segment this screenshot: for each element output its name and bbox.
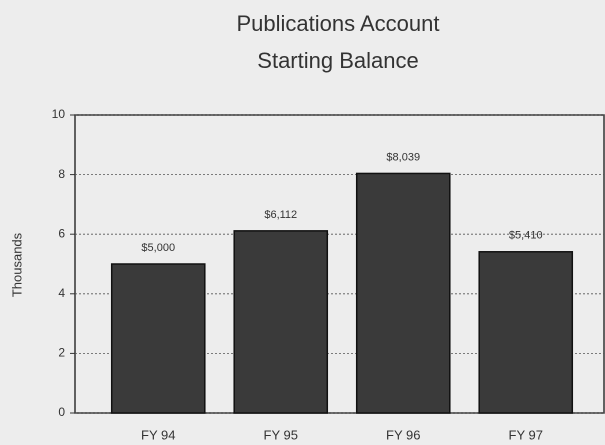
- y-tick-label: 0: [58, 405, 65, 419]
- value-label: $8,039: [386, 151, 420, 163]
- bar: [233, 230, 329, 414]
- x-tick-label: FY 94: [141, 427, 175, 442]
- y-tick-label: 4: [58, 286, 65, 300]
- value-label: $6,112: [264, 209, 297, 221]
- y-tick-label: 10: [52, 107, 66, 121]
- value-label: $5,410: [509, 230, 543, 242]
- x-tick-label: FY 95: [264, 427, 298, 442]
- chart-title: Publications Account: [236, 11, 439, 36]
- y-axis-label: Thousands: [9, 232, 24, 297]
- bar: [110, 263, 206, 414]
- bar: [478, 251, 574, 414]
- bar: [355, 172, 451, 414]
- y-tick-label: 6: [58, 226, 65, 240]
- y-tick-label: 8: [58, 167, 65, 181]
- y-tick-label: 2: [58, 346, 65, 360]
- chart-title: Starting Balance: [257, 48, 418, 73]
- x-tick-label: FY 96: [386, 427, 420, 442]
- value-label: $5,000: [141, 242, 175, 254]
- x-tick-label: FY 97: [509, 427, 543, 442]
